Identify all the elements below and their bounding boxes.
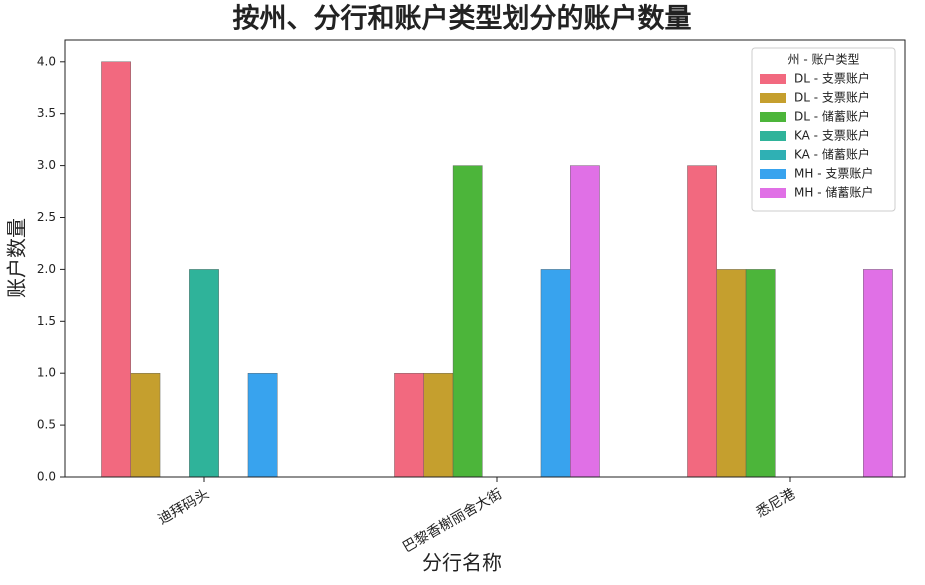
x-axis-label: 分行名称 bbox=[422, 551, 502, 575]
bar bbox=[687, 165, 717, 478]
legend-label: DL - 支票账户 bbox=[794, 71, 870, 86]
legend-label: MH - 储蓄账户 bbox=[794, 185, 873, 200]
legend-box bbox=[751, 47, 896, 212]
legend-swatch bbox=[760, 169, 786, 179]
y-axis-label: 账户数量 bbox=[5, 218, 29, 298]
y-tick-label: 0.0 bbox=[37, 470, 56, 484]
bar bbox=[540, 269, 571, 478]
legend-label: MH - 支票账户 bbox=[794, 166, 873, 181]
y-tick-label: 4.0 bbox=[37, 54, 56, 68]
legend-label: DL - 储蓄账户 bbox=[794, 109, 870, 124]
legend-swatch bbox=[760, 131, 786, 141]
bar bbox=[189, 269, 219, 478]
y-tick-label: 2.0 bbox=[37, 262, 56, 276]
bar bbox=[247, 372, 278, 478]
x-tick-label: 悉尼港 bbox=[754, 486, 798, 521]
bar bbox=[570, 165, 600, 478]
legend-swatch bbox=[760, 150, 786, 160]
legend-swatch bbox=[760, 74, 786, 84]
y-tick-label: 3.5 bbox=[37, 106, 56, 120]
bar bbox=[863, 269, 893, 478]
bar bbox=[130, 372, 161, 478]
bar bbox=[423, 372, 454, 478]
legend-label: KA - 支票账户 bbox=[794, 128, 870, 143]
legend-label: KA - 储蓄账户 bbox=[794, 147, 870, 162]
x-tick-label: 迪拜码头 bbox=[156, 486, 212, 528]
x-tick-label: 巴黎香榭丽舍大街 bbox=[400, 486, 505, 556]
plot-frame bbox=[64, 39, 906, 478]
y-tick-label: 1.0 bbox=[37, 366, 56, 380]
legend-label: DL - 支票账户 bbox=[794, 90, 870, 105]
y-tick-label: 3.0 bbox=[37, 158, 56, 172]
bar bbox=[452, 165, 483, 478]
bar bbox=[716, 269, 747, 478]
legend-swatch bbox=[760, 112, 786, 122]
bar bbox=[394, 372, 424, 478]
y-tick-label: 0.5 bbox=[37, 418, 56, 432]
legend-swatch bbox=[760, 93, 786, 103]
chart-title: 按州、分行和账户类型划分的账户数量 bbox=[233, 3, 692, 35]
legend-swatch bbox=[760, 188, 786, 198]
y-tick-label: 1.5 bbox=[37, 314, 56, 328]
y-tick-label: 2.5 bbox=[37, 210, 56, 224]
bar bbox=[745, 269, 776, 478]
legend-title: 州 - 账户类型 bbox=[788, 52, 860, 67]
bar bbox=[101, 61, 131, 478]
